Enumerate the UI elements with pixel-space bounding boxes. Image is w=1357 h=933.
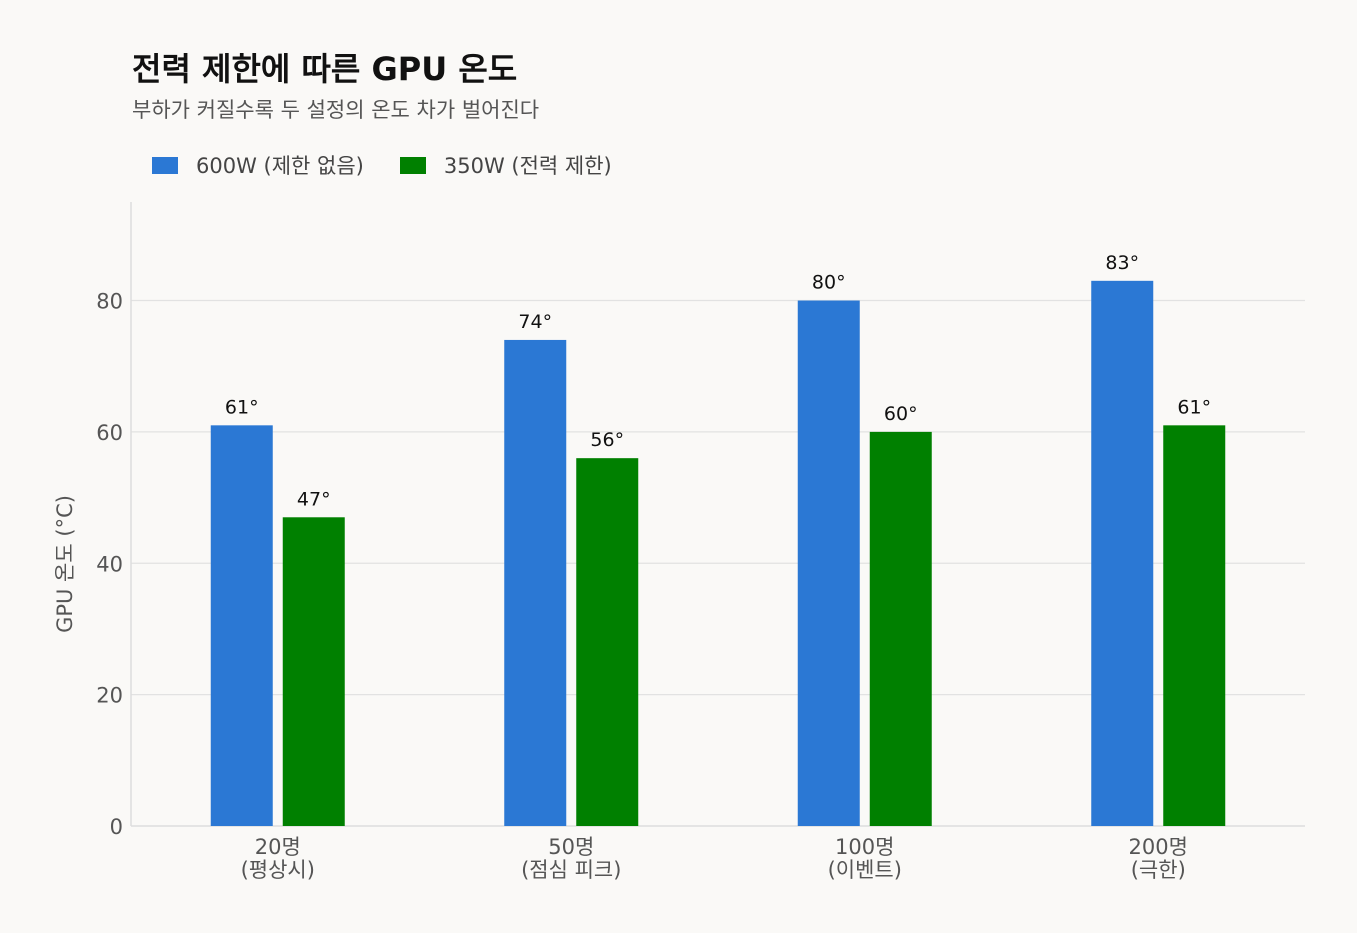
bar-600w: [210, 425, 273, 826]
bar-350w: [576, 458, 639, 826]
x-tick-label: 100명: [835, 835, 894, 859]
data-label: 61°: [225, 396, 259, 418]
bar-350w: [282, 517, 345, 826]
x-tick-label: 50명: [548, 835, 594, 859]
y-tick-label: 20: [96, 684, 123, 708]
legend-swatch-600w: [152, 156, 178, 174]
x-tick-label: (이벤트): [828, 858, 902, 882]
bar-600w: [504, 339, 567, 826]
data-label: 83°: [1105, 252, 1139, 274]
x-tick-label: 200명: [1129, 835, 1188, 859]
data-label: 74°: [518, 311, 552, 333]
bar-600w: [1091, 280, 1154, 826]
y-tick-label: 40: [96, 552, 123, 576]
data-label: 80°: [812, 272, 846, 294]
bar-600w: [797, 300, 860, 826]
data-label: 56°: [590, 429, 624, 451]
chart-subtitle: 부하가 커질수록 두 설정의 온도 차가 벌어진다: [132, 98, 540, 122]
bar-350w: [1163, 425, 1226, 826]
legend-item-350w: 350W (전력 제한): [399, 150, 612, 180]
data-label: 61°: [1177, 396, 1211, 418]
legend-label-350w: 350W (전력 제한): [443, 154, 612, 178]
legend-label-600w: 600W (제한 없음): [196, 154, 364, 178]
x-tick-label: 20명: [255, 835, 301, 859]
x-tick-label: (극한): [1131, 858, 1186, 882]
x-tick-label: (점심 피크): [521, 858, 621, 882]
legend-item-600w: 600W (제한 없음): [152, 150, 364, 180]
data-label: 60°: [884, 403, 918, 425]
x-tick-label: (평상시): [241, 858, 315, 882]
y-axis-label: GPU 온도 (°C): [53, 495, 77, 633]
bar-350w: [869, 431, 932, 826]
legend: 600W (제한 없음) 350W (전력 제한): [152, 150, 612, 180]
legend-swatch-350w: [399, 156, 426, 174]
chart-title: 전력 제한에 따른 GPU 온도: [132, 50, 518, 88]
y-tick-label: 0: [110, 815, 123, 839]
y-tick-label: 80: [96, 290, 123, 314]
data-label: 47°: [297, 488, 331, 510]
y-tick-label: 60: [96, 421, 123, 445]
